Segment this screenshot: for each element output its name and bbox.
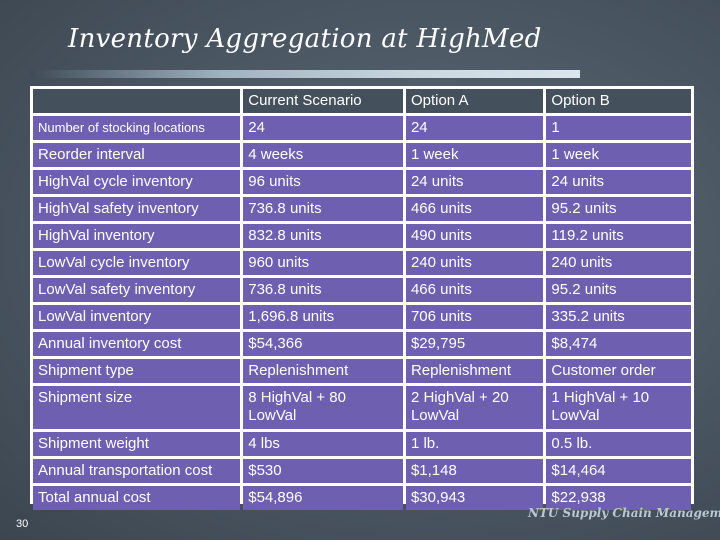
table-row: Shipment size 8 HighVal + 80 LowVal 2 Hi… (33, 386, 691, 429)
cell-option-a: 2 HighVal + 20 LowVal (405, 386, 544, 429)
cell-current: 4 weeks (243, 143, 403, 167)
row-label: Shipment size (33, 386, 241, 429)
comparison-table-frame: Current Scenario Option A Option B Numbe… (30, 86, 694, 510)
cell-option-a: 24 (405, 116, 544, 140)
cell-option-a: $29,795 (405, 332, 544, 356)
row-label: Annual inventory cost (33, 332, 241, 356)
row-label: Total annual cost (33, 486, 241, 510)
cell-option-b: $8,474 (546, 332, 691, 356)
table-row: HighVal cycle inventory 96 units 24 unit… (33, 170, 691, 194)
row-label: LowVal cycle inventory (33, 251, 241, 275)
title-underline (30, 70, 580, 78)
cell-current: 736.8 units (243, 278, 403, 302)
cell-option-b: 119.2 units (546, 224, 691, 248)
cell-current: 736.8 units (243, 197, 403, 221)
cell-current: 832.8 units (243, 224, 403, 248)
header-current-scenario: Current Scenario (243, 89, 403, 113)
cell-option-a: 466 units (405, 278, 544, 302)
cell-current: 8 HighVal + 80 LowVal (243, 386, 403, 429)
page-number: 30 (16, 518, 29, 530)
cell-option-b: 1 week (546, 143, 691, 167)
cell-option-b: 335.2 units (546, 305, 691, 329)
cell-option-a: 1 week (405, 143, 544, 167)
cell-current: $530 (243, 459, 403, 483)
cell-option-a: $1,148 (405, 459, 544, 483)
cell-current: 96 units (243, 170, 403, 194)
cell-current: Replenishment (243, 359, 403, 383)
cell-current: $54,366 (243, 332, 403, 356)
cell-current: 4 lbs (243, 432, 403, 456)
row-label: HighVal safety inventory (33, 197, 241, 221)
cell-option-b: 1 HighVal + 10 LowVal (546, 386, 691, 429)
brand-footer: NTU Supply Chain Management (528, 506, 720, 520)
table-row: LowVal inventory 1,696.8 units 706 units… (33, 305, 691, 329)
row-label: Reorder interval (33, 143, 241, 167)
table-header-corner (33, 89, 241, 113)
inventory-comparison-table: Current Scenario Option A Option B Numbe… (30, 86, 694, 513)
cell-option-b: 24 units (546, 170, 691, 194)
table-row: LowVal cycle inventory 960 units 240 uni… (33, 251, 691, 275)
cell-option-a: Replenishment (405, 359, 544, 383)
cell-option-b: $22,938 (546, 486, 691, 510)
table-row: Shipment type Replenishment Replenishmen… (33, 359, 691, 383)
row-label: LowVal inventory (33, 305, 241, 329)
cell-option-b: 95.2 units (546, 278, 691, 302)
cell-option-b: 95.2 units (546, 197, 691, 221)
header-option-a: Option A (405, 89, 544, 113)
cell-option-a: 24 units (405, 170, 544, 194)
table-row: Annual transportation cost $530 $1,148 $… (33, 459, 691, 483)
table-row: Number of stocking locations 24 24 1 (33, 116, 691, 140)
cell-option-a: $30,943 (405, 486, 544, 510)
table-row: Reorder interval 4 weeks 1 week 1 week (33, 143, 691, 167)
row-label: HighVal cycle inventory (33, 170, 241, 194)
slide-title: Inventory Aggregation at HighMed (68, 24, 542, 54)
cell-option-a: 1 lb. (405, 432, 544, 456)
table-row: HighVal inventory 832.8 units 490 units … (33, 224, 691, 248)
row-label: Shipment type (33, 359, 241, 383)
row-label: Number of stocking locations (33, 116, 241, 140)
cell-current: $54,896 (243, 486, 403, 510)
table-row: LowVal safety inventory 736.8 units 466 … (33, 278, 691, 302)
cell-option-b: 240 units (546, 251, 691, 275)
row-label: Shipment weight (33, 432, 241, 456)
table-row: Annual inventory cost $54,366 $29,795 $8… (33, 332, 691, 356)
cell-current: 1,696.8 units (243, 305, 403, 329)
row-label: Annual transportation cost (33, 459, 241, 483)
cell-option-a: 706 units (405, 305, 544, 329)
cell-current: 24 (243, 116, 403, 140)
table-header-row: Current Scenario Option A Option B (33, 89, 691, 113)
header-option-b: Option B (546, 89, 691, 113)
table-row: Total annual cost $54,896 $30,943 $22,93… (33, 486, 691, 510)
row-label: HighVal inventory (33, 224, 241, 248)
cell-option-b: 0.5 lb. (546, 432, 691, 456)
cell-option-a: 490 units (405, 224, 544, 248)
cell-option-a: 240 units (405, 251, 544, 275)
row-label: LowVal safety inventory (33, 278, 241, 302)
cell-option-b: Customer order (546, 359, 691, 383)
cell-option-b: $14,464 (546, 459, 691, 483)
table-row: HighVal safety inventory 736.8 units 466… (33, 197, 691, 221)
cell-option-b: 1 (546, 116, 691, 140)
cell-current: 960 units (243, 251, 403, 275)
cell-option-a: 466 units (405, 197, 544, 221)
table-row: Shipment weight 4 lbs 1 lb. 0.5 lb. (33, 432, 691, 456)
